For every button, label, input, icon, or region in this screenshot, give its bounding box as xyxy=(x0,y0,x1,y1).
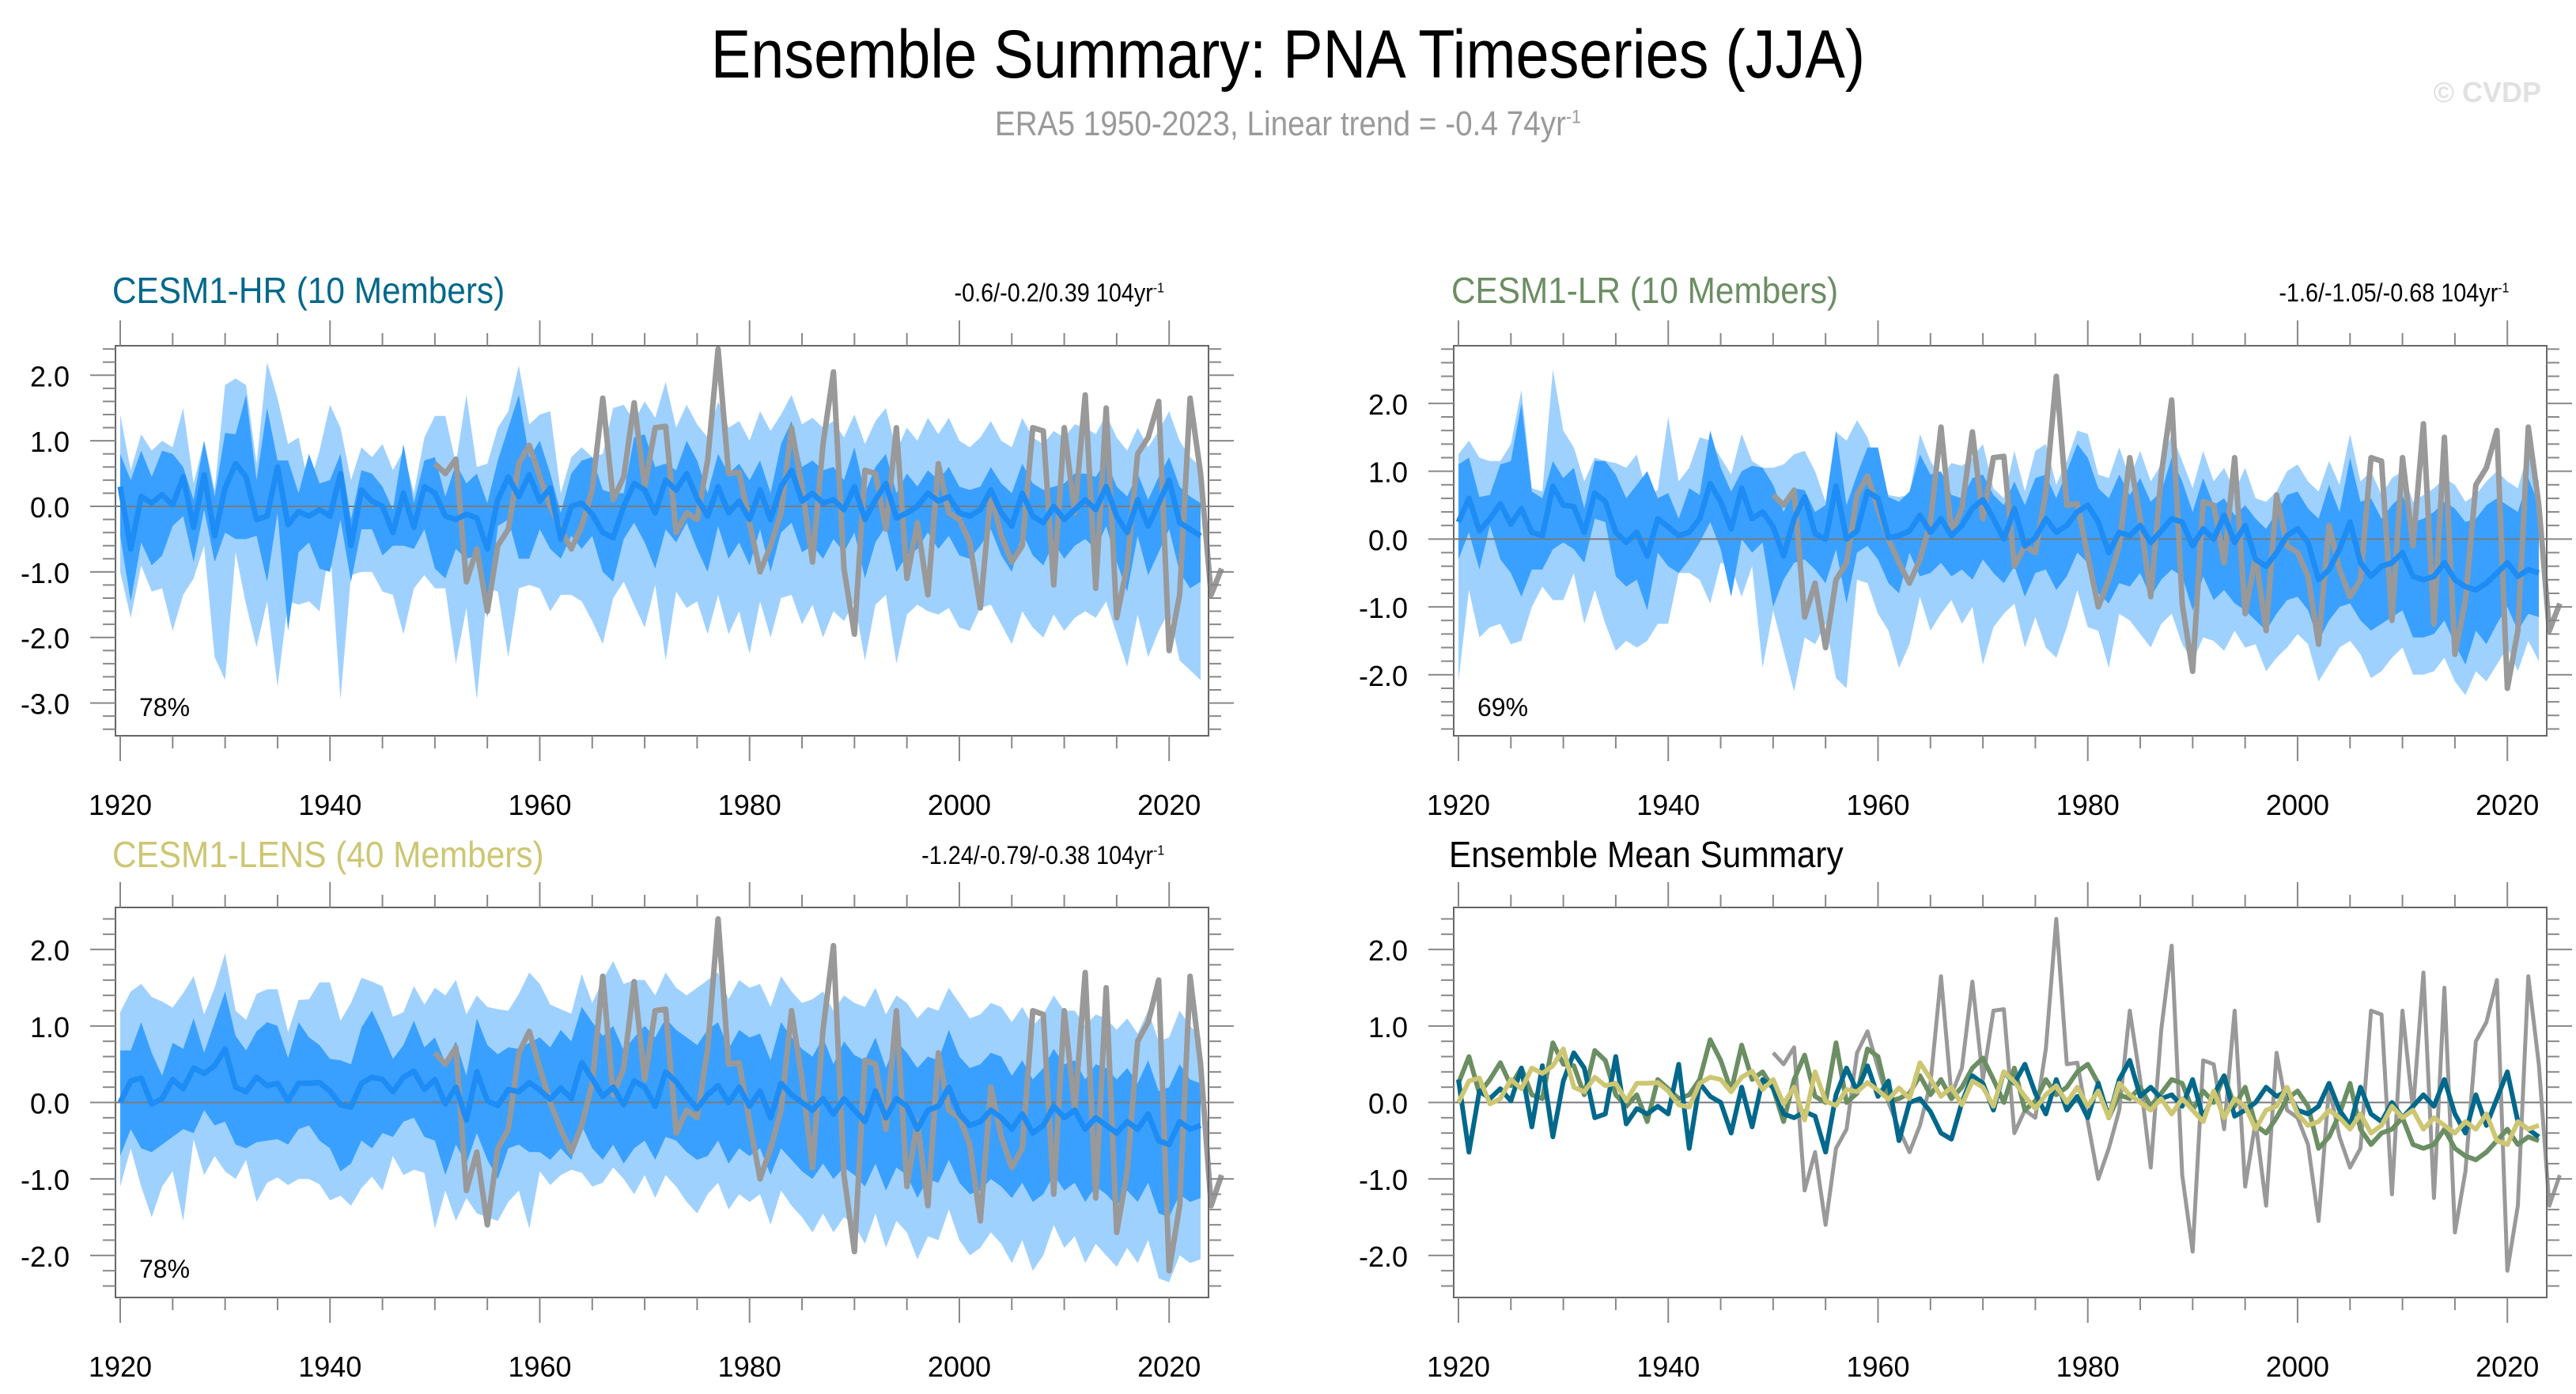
x-tick-label: 2000 xyxy=(928,1350,991,1383)
y-tick-label: 0.0 xyxy=(30,1088,70,1120)
x-tick-label: 1960 xyxy=(508,1350,571,1383)
x-tick-label: 2000 xyxy=(2266,789,2329,821)
trend-label-cesm1-lr: -1.6/-1.05/-0.68 104yr-1 xyxy=(2279,278,2509,308)
cvdp-watermark: © CVDP xyxy=(2433,76,2541,108)
x-tick-label: 2020 xyxy=(2476,789,2539,821)
series-line-cesm1-lens xyxy=(1456,1046,2540,1147)
inner-spread-band xyxy=(120,395,1201,631)
x-tick-label: 1980 xyxy=(718,789,781,821)
y-tick-label: -1.0 xyxy=(21,557,70,589)
trend-sup: -1 xyxy=(2497,279,2509,296)
obs-era5-line xyxy=(1771,373,2563,691)
y-tick-label: 1.0 xyxy=(1368,1011,1408,1044)
ensemble-mean-line xyxy=(117,460,1202,552)
percent-label: 69% xyxy=(1477,693,1528,722)
x-tick-label: 1980 xyxy=(2056,789,2120,821)
panel-title-ensemble-mean-summary: Ensemble Mean Summary xyxy=(1449,834,1844,875)
x-tick-label: 1940 xyxy=(1636,789,1700,821)
y-tick-label: -1.0 xyxy=(1359,592,1408,624)
x-tick-label: 1940 xyxy=(1636,1350,1700,1383)
x-tick-label: 2020 xyxy=(1137,789,1201,821)
x-tick-label: 1920 xyxy=(89,1350,152,1383)
y-tick-label: 0.0 xyxy=(30,491,70,524)
obs-era5-line xyxy=(433,916,1224,1274)
panel-summary: -2.0 -1.0 0.0 1.0 2.0 1920 1940 1960 1980 2000 202… xyxy=(1359,882,2572,1383)
series-line-era5 xyxy=(1772,917,2562,1273)
y-tick-label: -2.0 xyxy=(21,623,70,655)
y-tick-label: 1.0 xyxy=(30,426,70,458)
y-tick-label: -1.0 xyxy=(21,1164,70,1196)
trend-text: -0.6/-0.2/0.39 104yr xyxy=(954,278,1153,307)
x-tick-label: 2020 xyxy=(1137,1350,1201,1383)
trend-sup: -1 xyxy=(1152,279,1164,296)
panel-lr: 69% -2.0 -1.0 0.0 1.0 2.0 1920 1940 1960 1980 2000… xyxy=(1359,320,2572,821)
x-tick-label: 1960 xyxy=(1846,789,1909,821)
panel-hr: 78% -3.0 -2.0 -1.0 0.0 1.0 2.0 1920 1940 1960 1980… xyxy=(21,320,1234,821)
trend-label-cesm1-hr: -0.6/-0.2/0.39 104yr-1 xyxy=(955,278,1164,308)
figure-subtitle: ERA5 1950-2023, Linear trend = -0.4 74yr… xyxy=(154,104,2421,144)
y-tick-label: -2.0 xyxy=(1359,1241,1408,1273)
percent-label: 78% xyxy=(139,1255,190,1283)
x-tick-label: 2000 xyxy=(928,789,991,821)
plot-frame xyxy=(115,345,1209,737)
y-tick-label: -3.0 xyxy=(21,688,70,721)
trend-sup: -1 xyxy=(1152,842,1164,858)
plot-frame xyxy=(1453,345,2548,737)
y-tick-label: 1.0 xyxy=(30,1011,70,1044)
y-tick-label: 0.0 xyxy=(1368,1088,1408,1120)
y-tick-label: 1.0 xyxy=(1368,456,1408,489)
trend-text: -1.6/-1.05/-0.68 104yr xyxy=(2278,278,2498,307)
obs-era5-line xyxy=(433,346,1224,653)
x-tick-label: 1960 xyxy=(1846,1350,1909,1383)
y-tick-label: 2.0 xyxy=(30,934,70,967)
trend-text: -1.24/-0.79/-0.38 104yr xyxy=(921,841,1153,869)
percent-label: 78% xyxy=(139,693,190,722)
subtitle-text: ERA5 1950-2023, Linear trend = -0.4 74yr xyxy=(994,104,1567,143)
panel-title-cesm1-lr: CESM1-LR (10 Members) xyxy=(1451,270,1839,311)
x-tick-label: 1920 xyxy=(1427,1350,1490,1383)
x-tick-label: 1920 xyxy=(89,789,152,821)
trend-label-cesm1-lens: -1.24/-0.79/-0.38 104yr-1 xyxy=(921,841,1164,870)
x-tick-label: 1960 xyxy=(508,789,571,821)
panel-title-cesm1-lens: CESM1-LENS (40 Members) xyxy=(112,834,544,875)
x-tick-label: 1980 xyxy=(2056,1350,2120,1383)
y-tick-label: -1.0 xyxy=(1359,1164,1408,1196)
y-tick-label: 2.0 xyxy=(1368,934,1408,967)
x-tick-label: 1940 xyxy=(298,789,361,821)
y-tick-label: 2.0 xyxy=(30,360,70,392)
x-tick-label: 1980 xyxy=(718,1350,781,1383)
figure-title: Ensemble Summary: PNA Timeseries (JJA) xyxy=(710,17,1866,93)
panel-title-cesm1-hr: CESM1-HR (10 Members) xyxy=(112,270,505,311)
x-tick-label: 2020 xyxy=(2476,1350,2539,1383)
y-tick-label: 2.0 xyxy=(1368,388,1408,421)
ensemble-mean-line xyxy=(117,1046,1202,1148)
ensemble-mean-line xyxy=(1455,480,2540,593)
panel-lens: 78% -2.0 -1.0 0.0 1.0 2.0 1920 1940 1960 1980 2000… xyxy=(21,882,1234,1383)
y-tick-label: -2.0 xyxy=(21,1241,70,1273)
x-tick-label: 2000 xyxy=(2266,1350,2329,1383)
x-tick-label: 1920 xyxy=(1427,789,1490,821)
subtitle-superscript: -1 xyxy=(1566,106,1581,128)
y-tick-label: -2.0 xyxy=(1359,660,1408,692)
x-tick-label: 1940 xyxy=(298,1350,361,1383)
y-tick-label: 0.0 xyxy=(1368,524,1408,556)
